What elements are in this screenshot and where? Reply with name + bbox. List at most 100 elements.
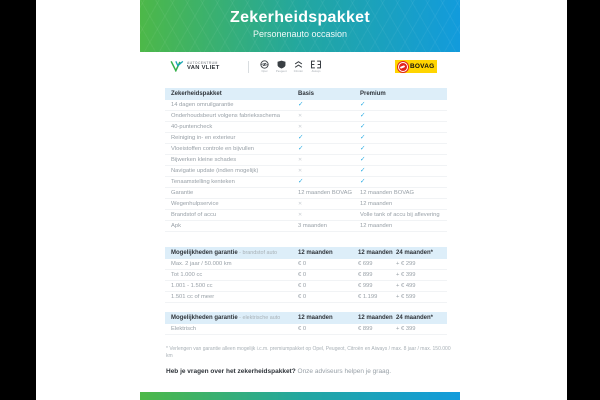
footnote: * Verlengen van garantie alleen mogelijk… bbox=[166, 346, 451, 359]
cell-value: + € 399 bbox=[396, 326, 416, 332]
electric-warranty-table: Mogelijkheden garantie - elektrische aut… bbox=[165, 312, 447, 335]
cell-value: 12 maanden bbox=[360, 223, 393, 229]
section-title: Mogelijkheden garantie - elektrische aut… bbox=[171, 315, 281, 321]
row-label: Elektrisch bbox=[171, 326, 197, 332]
row-label: Wegenhulpservice bbox=[171, 201, 219, 207]
fuel-warranty-table: Mogelijkheden garantie - brandstof auto … bbox=[165, 247, 447, 303]
brand-caption: Citroën bbox=[293, 70, 304, 73]
cell-value: 3 maanden bbox=[298, 223, 328, 229]
cell-value: 12 maanden bbox=[360, 201, 393, 207]
cell-value: € 0 bbox=[298, 272, 307, 278]
row-label: Tot 1.000 cc bbox=[171, 272, 203, 278]
row-label: 40-puntencheck bbox=[171, 124, 213, 130]
cell-value: € 0 bbox=[298, 283, 307, 289]
table-row: Vloeistoffen controle en bijvullen ✓ ✓ bbox=[165, 144, 447, 155]
dealer-logo: AUTOCENTRUM VAN VLIET bbox=[170, 60, 220, 72]
fuel-warranty-body: Max. 2 jaar / 50.000 km € 0 € 699 + € 299 To… bbox=[165, 259, 447, 303]
cell-value: € 699 bbox=[358, 261, 373, 267]
cell-value: + € 499 bbox=[396, 283, 416, 289]
section-title: Mogelijkheden garantie - brandstof auto bbox=[171, 250, 277, 256]
cell-value: € 999 bbox=[358, 283, 373, 289]
row-label: Vloeistoffen controle en bijvullen bbox=[171, 146, 255, 152]
page-title: Zekerheidspakket bbox=[230, 9, 370, 26]
table-row: Wegenhulpservice ✕ 12 maanden bbox=[165, 199, 447, 210]
opel-logo-icon bbox=[260, 60, 269, 69]
table-row: Garantie 12 maanden BOVAG 12 maanden BOVAG bbox=[165, 188, 447, 199]
cross-icon: ✕ bbox=[298, 168, 303, 174]
table-row: 40-puntencheck ✕ ✓ bbox=[165, 122, 447, 133]
row-label: Navigatie update (indien mogelijk) bbox=[171, 168, 259, 174]
check-icon: ✓ bbox=[360, 156, 366, 163]
check-icon: ✓ bbox=[360, 134, 366, 141]
fuel-warranty-header: Mogelijkheden garantie - brandstof auto … bbox=[165, 247, 447, 259]
row-label: Garantie bbox=[171, 190, 194, 196]
van-vliet-v-icon bbox=[170, 60, 184, 72]
check-icon: ✓ bbox=[360, 178, 366, 185]
brand-caption: Peugeot bbox=[276, 70, 287, 73]
cell-value: + € 599 bbox=[396, 294, 416, 300]
cross-icon: ✕ bbox=[298, 157, 303, 163]
check-icon: ✓ bbox=[360, 101, 366, 108]
row-label: Onderhoudsbeurt volgens fabrieksschema bbox=[171, 113, 280, 119]
row-label: Tenaamstelling kenteken bbox=[171, 179, 235, 185]
dealer-name-bottom: VAN VLIET bbox=[187, 65, 220, 71]
check-icon: ✓ bbox=[360, 112, 366, 119]
cross-icon: ✕ bbox=[298, 212, 303, 218]
bovag-logo-icon bbox=[398, 61, 408, 72]
cell-value: € 899 bbox=[358, 326, 373, 332]
flyer-page: Zekerheidspakket Personenauto occasion A… bbox=[36, 0, 567, 400]
cell-value: + € 399 bbox=[396, 272, 416, 278]
col-header-12-maanden: 12 maanden bbox=[358, 315, 393, 321]
table-row: Elektrisch € 0 € 899 + € 399 bbox=[165, 324, 447, 335]
row-label: Max. 2 jaar / 50.000 km bbox=[171, 261, 232, 267]
logo-divider bbox=[248, 61, 249, 73]
cell-value: 12 maanden BOVAG bbox=[298, 190, 353, 196]
col-header-premium: Premium bbox=[360, 91, 386, 97]
check-icon: ✓ bbox=[298, 101, 304, 108]
col-header-12-maanden: 12 maanden bbox=[358, 250, 393, 256]
col-header-basis: Basis bbox=[298, 91, 315, 97]
page-subtitle: Personenauto occasion bbox=[252, 29, 348, 39]
col-header-24-maanden: 24 maanden* bbox=[396, 315, 434, 321]
cell-value: + € 299 bbox=[396, 261, 416, 267]
table-row: 1.001 - 1.500 cc € 0 € 999 + € 499 bbox=[165, 281, 447, 292]
cell-value: € 0 bbox=[298, 326, 307, 332]
cross-icon: ✕ bbox=[298, 113, 303, 119]
cell-value: € 0 bbox=[298, 261, 307, 267]
citroen-logo-icon bbox=[294, 60, 303, 69]
check-icon: ✓ bbox=[360, 167, 366, 174]
table-row: Brandstof of accu ✕ Volle tank of accu bij… bbox=[165, 210, 447, 221]
question-bold: Heb je vragen over het zekerheidspakket? bbox=[166, 368, 296, 375]
header-banner: Zekerheidspakket Personenauto occasion bbox=[140, 0, 460, 52]
contact-question: Heb je vragen over het zekerheidspakket?… bbox=[166, 368, 466, 375]
row-label: Apk bbox=[171, 223, 181, 229]
col-header-package: Zekerheidspakket bbox=[171, 91, 222, 97]
row-label: Bijwerken kleine schades bbox=[171, 157, 237, 163]
aiways-logo-icon bbox=[310, 60, 322, 69]
table-row: 14 dagen omruilgarantie ✓ ✓ bbox=[165, 100, 447, 111]
row-label: 1.001 - 1.500 cc bbox=[171, 283, 213, 289]
col-header-12-maanden: 12 maanden bbox=[298, 315, 333, 321]
cell-value: 12 maanden BOVAG bbox=[360, 190, 415, 196]
table-row: Reiniging in- en exterieur ✓ ✓ bbox=[165, 133, 447, 144]
question-rest: Onze adviseurs helpen je graag. bbox=[295, 368, 392, 375]
table-row: Onderhoudsbeurt volgens fabrieksschema ✕ ✓ bbox=[165, 111, 447, 122]
cell-value: Volle tank of accu bij aflevering bbox=[360, 212, 440, 218]
col-header-12-maanden: 12 maanden bbox=[298, 250, 333, 256]
bovag-badge: BOVAG bbox=[395, 60, 438, 73]
peugeot-logo-icon bbox=[277, 60, 286, 69]
row-label: Reiniging in- en exterieur bbox=[171, 135, 236, 141]
table-row: Tenaamstelling kenteken ✓ ✓ bbox=[165, 177, 447, 188]
electric-warranty-body: Elektrisch € 0 € 899 + € 399 bbox=[165, 324, 447, 335]
table-row: Max. 2 jaar / 50.000 km € 0 € 699 + € 299 bbox=[165, 259, 447, 270]
cross-icon: ✕ bbox=[298, 124, 303, 130]
check-icon: ✓ bbox=[298, 145, 304, 152]
row-label: 1.501 cc of meer bbox=[171, 294, 215, 300]
row-label: 14 dagen omruilgarantie bbox=[171, 102, 234, 108]
check-icon: ✓ bbox=[298, 178, 304, 185]
cell-value: € 0 bbox=[298, 294, 307, 300]
table-row: Tot 1.000 cc € 0 € 899 + € 399 bbox=[165, 270, 447, 281]
cross-icon: ✕ bbox=[298, 201, 303, 207]
package-table-body: 14 dagen omruilgarantie ✓ ✓ Onderhoudsbeurt… bbox=[165, 100, 447, 232]
check-icon: ✓ bbox=[298, 134, 304, 141]
